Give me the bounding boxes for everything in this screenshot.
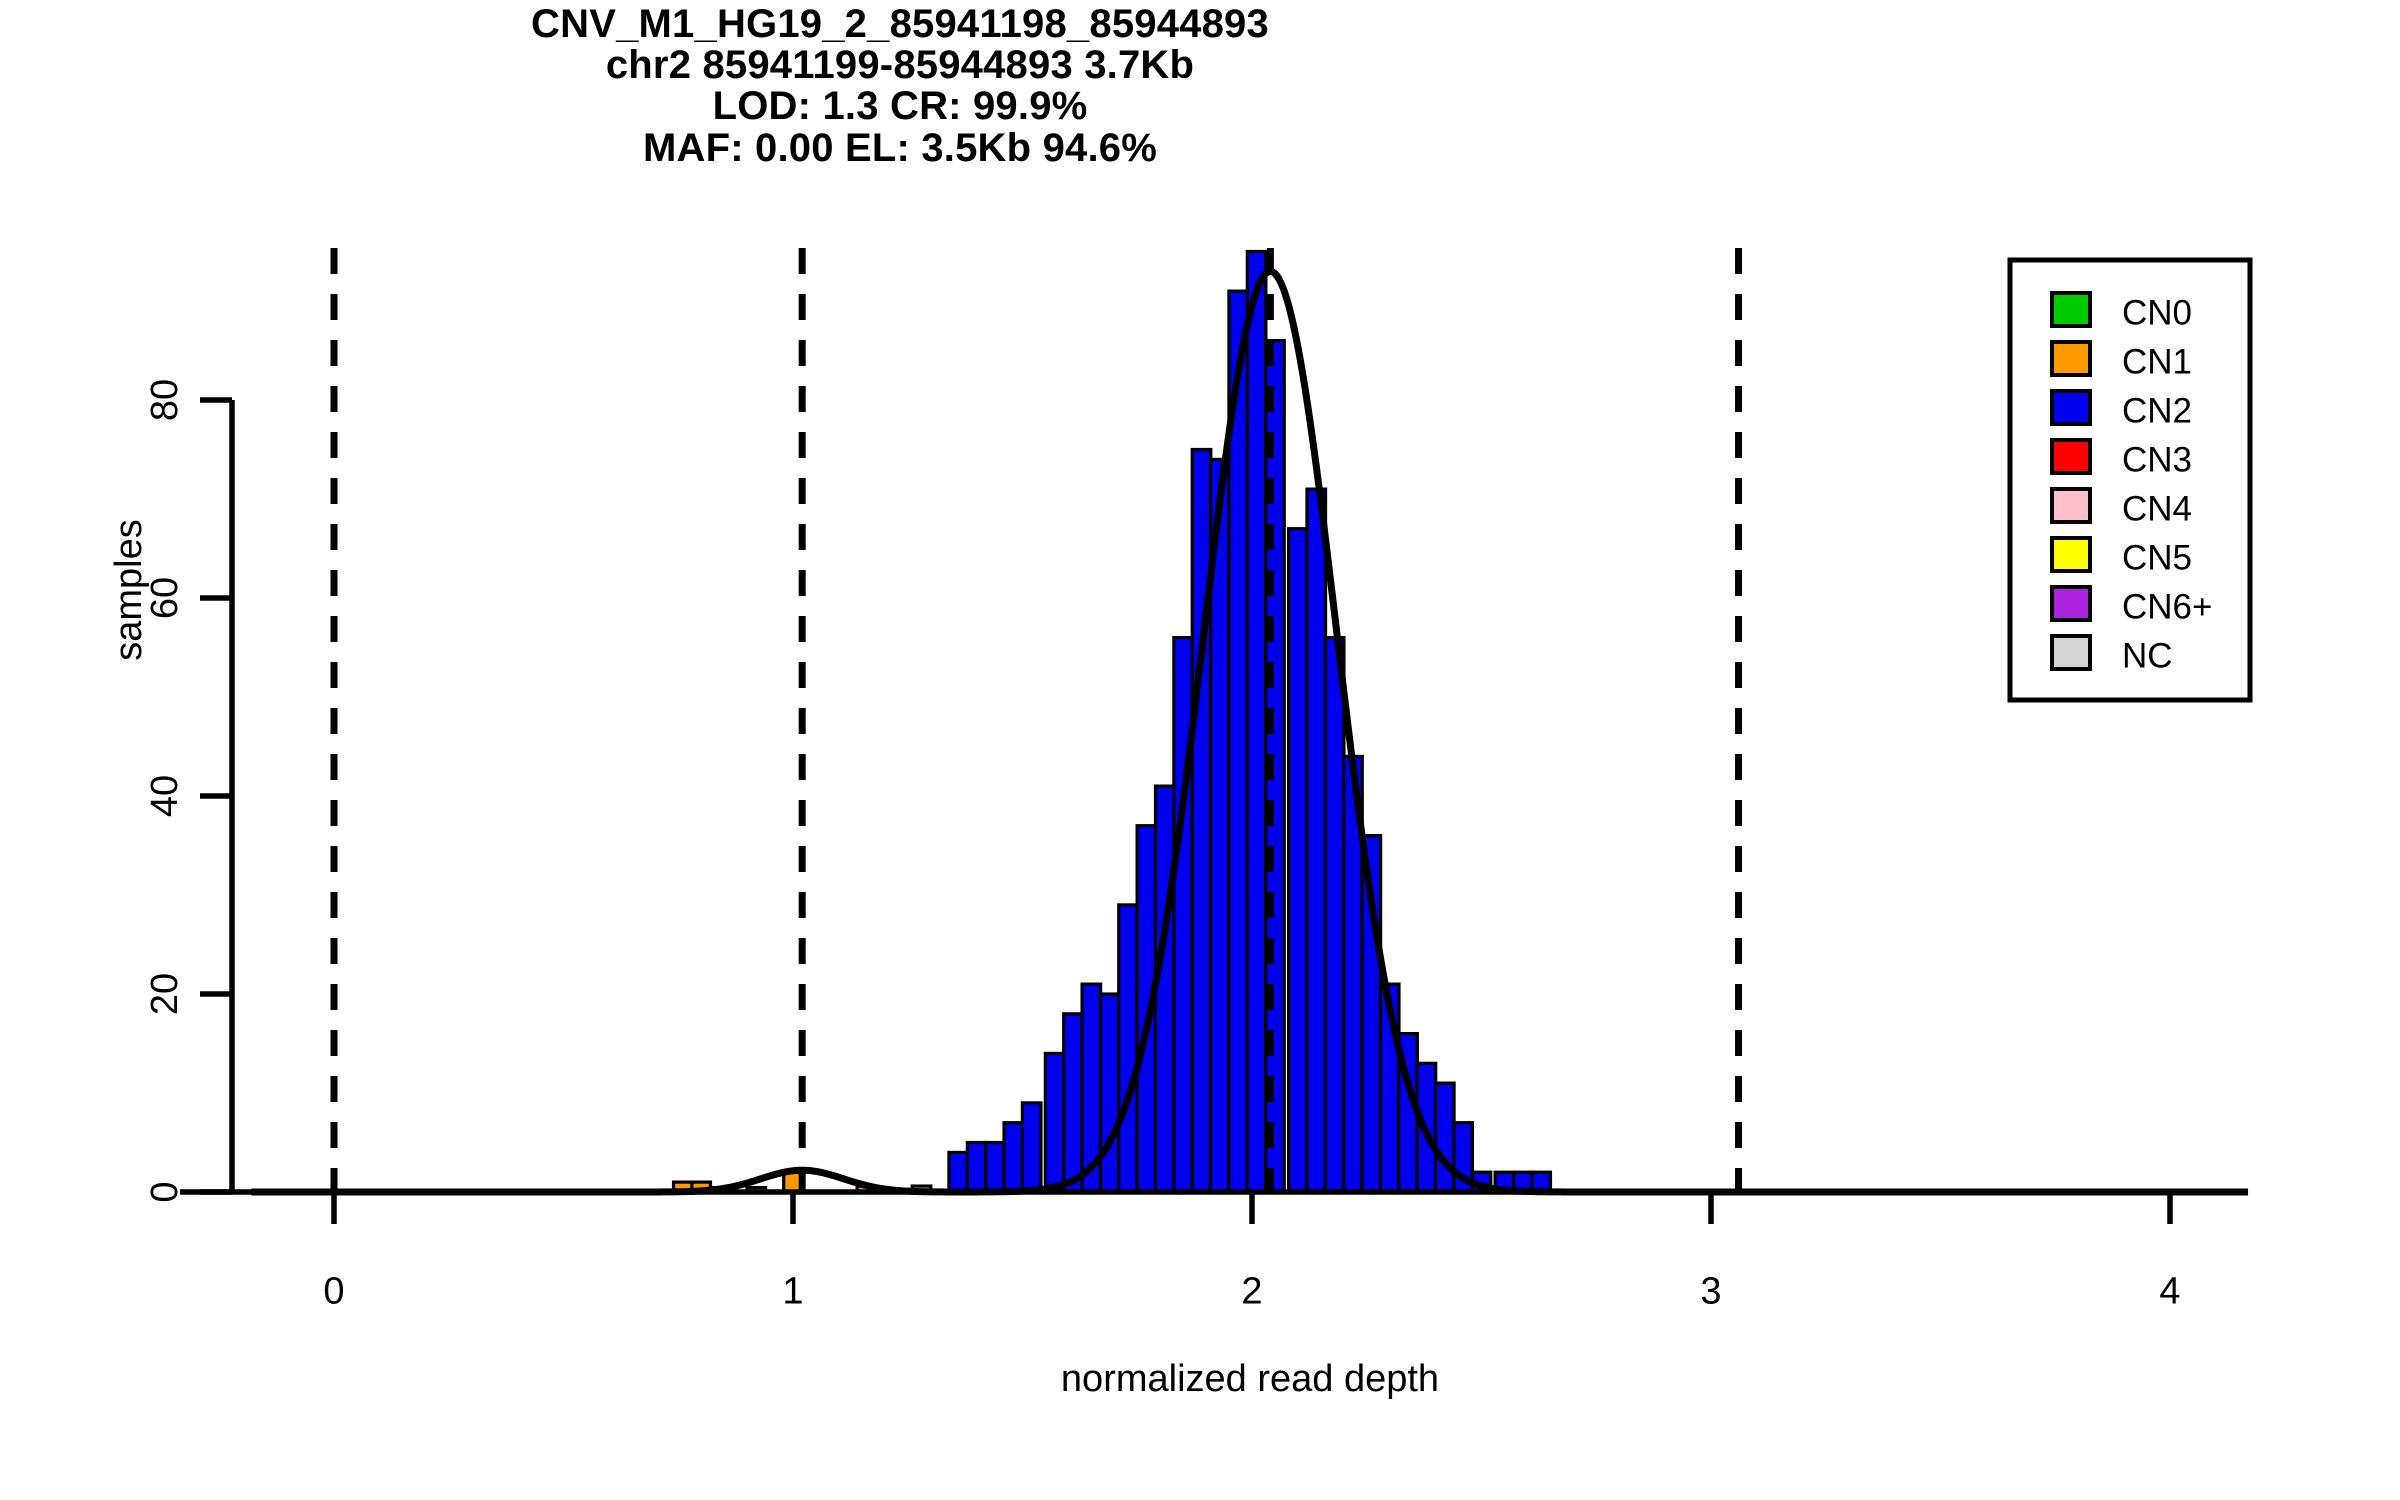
x-tick-label: 2: [1241, 1270, 1262, 1312]
title-line-1: CNV_M1_HG19_2_85941198_85944893: [531, 2, 1269, 46]
x-tick-label: 4: [2159, 1270, 2180, 1312]
y-tick-label: 0: [144, 1181, 186, 1202]
histogram-bar: [1287, 527, 1309, 1194]
histogram-bar: [1153, 784, 1176, 1194]
histogram-bar: [1323, 635, 1346, 1194]
histogram-bar: [1117, 903, 1139, 1194]
cluster-dashed-lines: [330, 248, 1743, 1192]
legend-label-cn3[interactable]: CN3: [2122, 441, 2192, 480]
histogram-bar: [1062, 1012, 1084, 1194]
legend-swatch-cn4[interactable]: [2050, 487, 2092, 524]
histogram-bar: [1098, 992, 1121, 1194]
histogram-bar: [1020, 1101, 1043, 1194]
y-tick-label: 80: [144, 379, 186, 421]
legend-swatch-cn0[interactable]: [2050, 291, 2092, 328]
legend-box[interactable]: CN0 CN1 CN2 CN3 CN4 CN5 CN6+ NC: [2007, 257, 2253, 703]
legend-label-cn4[interactable]: CN4: [2122, 490, 2192, 529]
histogram-bar: [947, 1150, 970, 1194]
legend-label-nc[interactable]: NC: [2122, 637, 2173, 676]
y-tick-label: 40: [144, 775, 186, 817]
legend-swatch-cn2[interactable]: [2050, 389, 2092, 426]
axis-tick-labels: 0 20 40 60 80 0 1 2 3 4: [144, 379, 2181, 1313]
x-tick-label: 3: [1700, 1270, 1721, 1312]
legend-label-cn2[interactable]: CN2: [2122, 392, 2192, 431]
legend-swatch-nc[interactable]: [2050, 634, 2092, 671]
legend-frame: [2007, 257, 2253, 703]
histogram-bar: [1245, 249, 1268, 1194]
legend-label-cn0[interactable]: CN0: [2122, 294, 2192, 333]
histogram-bar: [984, 1140, 1006, 1194]
y-tick-label: 60: [144, 577, 186, 619]
legend-label-cn1[interactable]: CN1: [2122, 343, 2192, 382]
legend-swatch-cn3[interactable]: [2050, 438, 2092, 475]
legend-label-cn5[interactable]: CN5: [2122, 539, 2192, 578]
x-tick-label: 0: [323, 1270, 344, 1312]
histogram-bar: [1433, 1081, 1456, 1194]
title-line-4: MAF: 0.00 EL: 3.5Kb 94.6%: [642, 125, 1158, 170]
histogram-bar: [1002, 1121, 1025, 1194]
title-line-3: LOD: 1.3 CR: 99.9%: [712, 84, 1088, 129]
axis-lines-and-ticks: [180, 397, 2215, 1224]
legend-label-cn6plus[interactable]: CN6+: [2122, 588, 2212, 627]
x-tick-label: 1: [782, 1270, 803, 1312]
histogram-bar: [1172, 635, 1195, 1194]
histogram-bar: [965, 1140, 988, 1194]
legend-swatch-cn5[interactable]: [2050, 536, 2092, 573]
histogram-bar: [1043, 1051, 1066, 1194]
title-line-2: chr2 85941199-85944893 3.7Kb: [605, 43, 1195, 88]
chart-title-block: CNV_M1_HG19_2_85941198_85944893 chr2 859…: [0, 2, 1800, 170]
legend-swatch-cn6plus[interactable]: [2050, 585, 2092, 622]
histogram-bar: [1305, 487, 1328, 1194]
y-tick-label: 20: [144, 973, 186, 1015]
x-axis-label: normalized read depth: [1060, 1358, 1440, 1400]
histogram-bar: [1190, 447, 1213, 1194]
legend-swatch-cn1[interactable]: [2050, 340, 2092, 377]
